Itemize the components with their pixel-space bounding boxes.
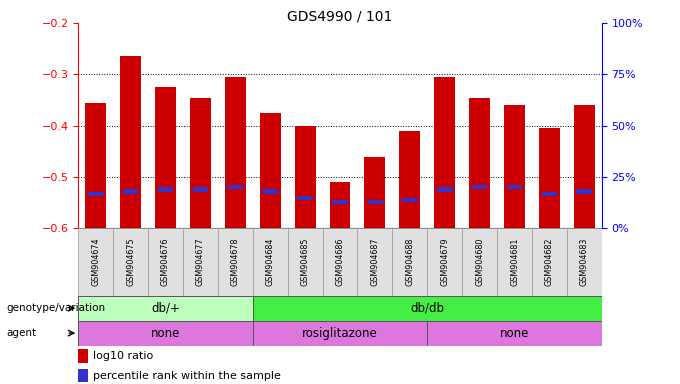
Bar — [155, 87, 176, 228]
Bar — [253, 228, 288, 296]
Bar — [539, 128, 560, 228]
Text: rosiglitazone: rosiglitazone — [302, 327, 378, 339]
Bar — [85, 103, 106, 228]
Bar — [260, 113, 281, 228]
Bar — [574, 105, 595, 228]
Text: percentile rank within the sample: percentile rank within the sample — [93, 371, 281, 381]
Bar — [113, 228, 148, 296]
Bar — [435, 77, 455, 228]
Text: none: none — [151, 327, 180, 339]
Text: GSM904677: GSM904677 — [196, 238, 205, 286]
Bar — [332, 200, 348, 204]
Bar — [253, 321, 427, 346]
Bar — [227, 185, 243, 189]
Bar — [497, 228, 532, 296]
Bar — [122, 189, 139, 194]
Bar — [322, 228, 358, 296]
Bar — [218, 228, 253, 296]
Bar — [399, 131, 420, 228]
Text: GSM904678: GSM904678 — [231, 238, 240, 286]
Bar — [192, 187, 208, 192]
Text: GSM904688: GSM904688 — [405, 238, 414, 286]
Bar — [78, 369, 88, 382]
Bar — [541, 192, 558, 195]
Bar — [567, 228, 602, 296]
Text: db/db: db/db — [410, 302, 444, 314]
Bar — [253, 296, 602, 321]
Bar — [532, 228, 567, 296]
Bar — [402, 198, 418, 202]
Text: GSM904684: GSM904684 — [266, 238, 275, 286]
Bar — [78, 349, 88, 363]
Text: genotype/variation: genotype/variation — [7, 303, 106, 313]
Bar — [190, 98, 211, 228]
Bar — [225, 77, 245, 228]
Bar — [577, 189, 592, 194]
Bar — [437, 187, 453, 192]
Text: GSM904682: GSM904682 — [545, 238, 554, 286]
Text: GSM904687: GSM904687 — [371, 238, 379, 286]
Bar — [148, 228, 183, 296]
Bar — [364, 157, 386, 228]
Text: GSM904681: GSM904681 — [510, 238, 519, 286]
Bar — [330, 182, 350, 228]
Bar — [469, 98, 490, 228]
Text: GSM904683: GSM904683 — [580, 238, 589, 286]
Bar — [88, 192, 103, 195]
Text: GSM904680: GSM904680 — [475, 238, 484, 286]
Bar — [427, 228, 462, 296]
Bar — [392, 228, 427, 296]
Bar — [507, 185, 522, 189]
Bar — [288, 228, 322, 296]
Text: GSM904674: GSM904674 — [91, 238, 100, 286]
Text: GSM904685: GSM904685 — [301, 238, 309, 286]
Bar — [183, 228, 218, 296]
Text: GDS4990 / 101: GDS4990 / 101 — [288, 10, 392, 23]
Text: GSM904679: GSM904679 — [440, 238, 449, 286]
Bar — [294, 126, 316, 228]
Bar — [472, 185, 488, 189]
Text: GSM904675: GSM904675 — [126, 238, 135, 286]
Text: log10 ratio: log10 ratio — [93, 351, 153, 361]
Text: db/+: db/+ — [151, 302, 180, 314]
Bar — [262, 189, 278, 194]
Bar — [358, 228, 392, 296]
Text: GSM904686: GSM904686 — [335, 238, 345, 286]
Bar — [78, 228, 113, 296]
Bar — [462, 228, 497, 296]
Bar — [504, 105, 525, 228]
Bar — [78, 296, 253, 321]
Bar — [158, 187, 173, 192]
Text: none: none — [500, 327, 529, 339]
Text: agent: agent — [7, 328, 37, 338]
Bar — [120, 56, 141, 228]
Bar — [427, 321, 602, 346]
Bar — [367, 200, 383, 204]
Bar — [78, 321, 253, 346]
Text: GSM904676: GSM904676 — [161, 238, 170, 286]
Bar — [297, 195, 313, 200]
